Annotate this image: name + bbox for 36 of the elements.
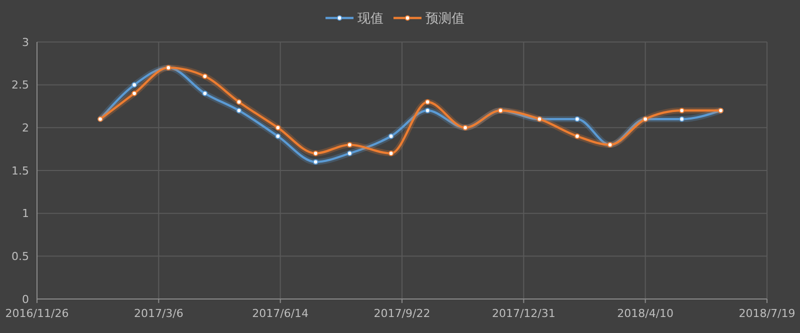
point [312, 150, 318, 156]
x-tick-label: 2016/11/26 [5, 307, 69, 320]
point [424, 99, 430, 105]
x-tick-label: 2017/6/14 [252, 307, 309, 320]
x-tick-label: 2017/9/22 [374, 307, 430, 320]
y-tick-label: 1.5 [12, 164, 29, 178]
legend-label: 预测值 [426, 12, 464, 27]
point [236, 108, 242, 114]
x-tick-label: 2018/4/10 [617, 307, 674, 320]
point [202, 74, 208, 79]
point [202, 90, 208, 96]
y-tick-label: 1 [22, 207, 29, 220]
point [679, 108, 685, 114]
x-tick-label: 2017/3/6 [134, 307, 184, 320]
point [132, 90, 138, 96]
point [679, 116, 685, 122]
point [236, 99, 242, 105]
y-tick-label: 0 [22, 292, 29, 306]
point [346, 142, 352, 148]
point [312, 159, 318, 165]
point [346, 150, 352, 156]
point [275, 124, 281, 130]
x-tick-label: 2017/12/31 [492, 307, 556, 320]
point [275, 134, 281, 139]
y-tick-label: 0.5 [12, 250, 29, 264]
y-tick-label: 3 [22, 36, 29, 49]
legend-label: 现值 [358, 12, 384, 27]
point [388, 150, 394, 156]
point [574, 116, 580, 122]
point [424, 108, 430, 114]
y-tick-label: 2 [22, 122, 29, 135]
point [574, 134, 580, 139]
x-tick-label: 2018/7/19 [738, 307, 796, 320]
y-tick-label: 2.5 [12, 78, 29, 92]
point [388, 134, 394, 139]
point [132, 82, 138, 88]
